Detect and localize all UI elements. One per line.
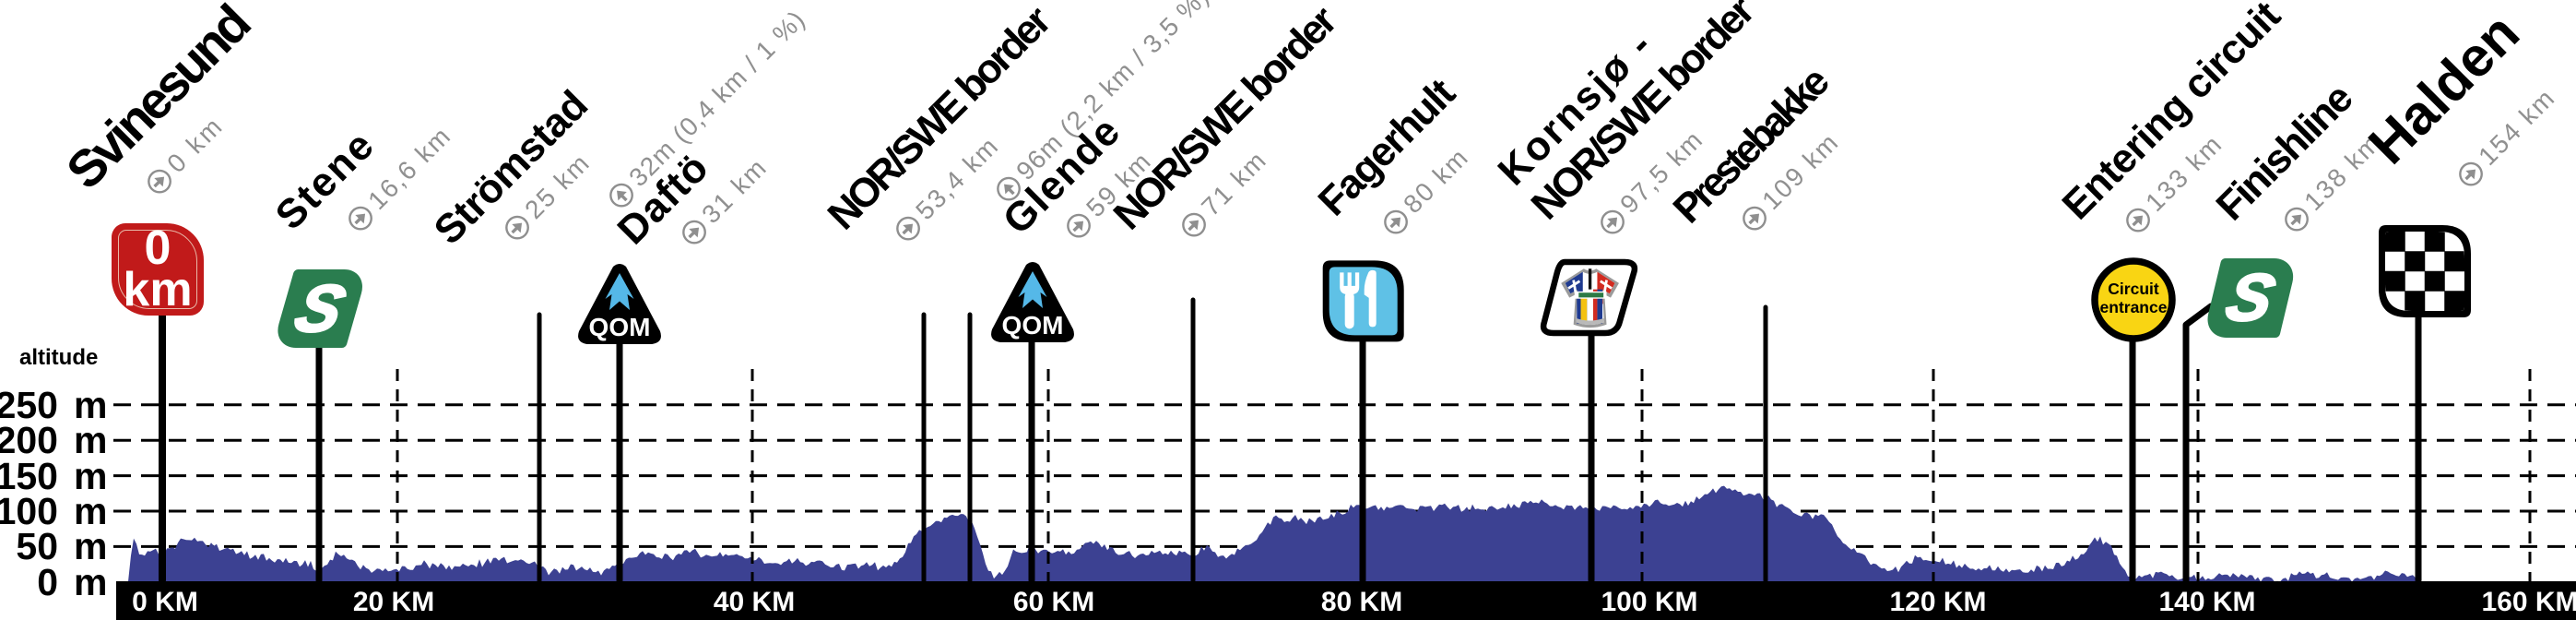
svg-text:QOM: QOM — [1002, 311, 1064, 340]
svg-text:Circuit: Circuit — [2108, 280, 2159, 298]
svg-text:entrance: entrance — [2100, 298, 2168, 316]
svg-text:QOM: QOM — [589, 313, 651, 341]
